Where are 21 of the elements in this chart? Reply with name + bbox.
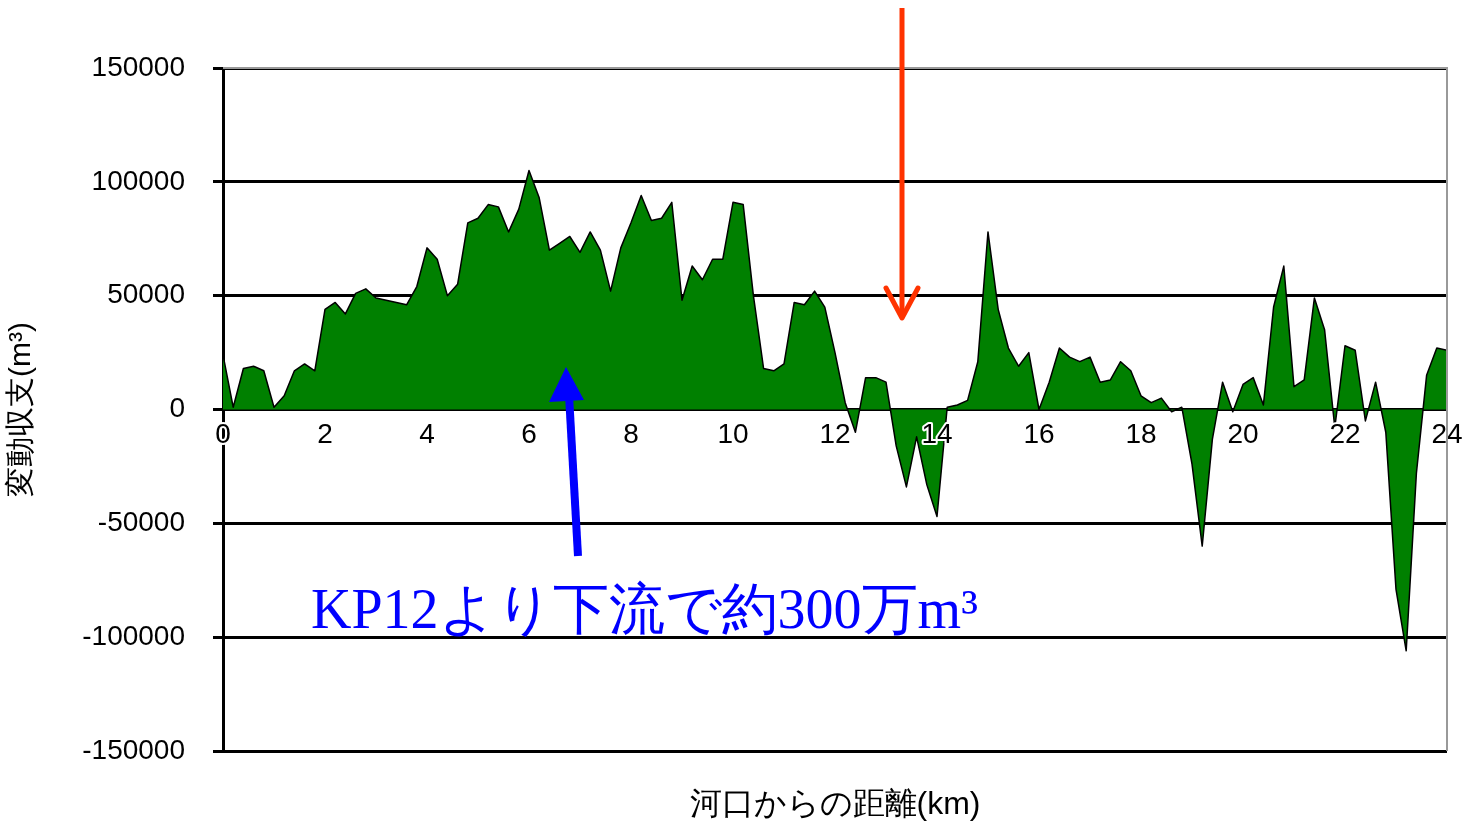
- y-tick-label: -150000: [82, 733, 185, 765]
- x-tick-label: 18: [1125, 418, 1157, 450]
- y-tick-label: 150000: [91, 50, 185, 82]
- x-tick-label: 2: [317, 418, 333, 450]
- y-tick-label: 100000: [91, 164, 185, 196]
- y-tick-label: 0: [169, 392, 185, 424]
- y-tick-label: 50000: [107, 278, 185, 310]
- y-tick-label: -100000: [82, 619, 185, 651]
- x-tick-label: 8: [623, 418, 639, 450]
- x-tick-label: 24: [1431, 418, 1463, 450]
- x-axis-title: 河口からの距離(km): [688, 784, 982, 823]
- y-axis-title: 変動収支(m³): [3, 322, 37, 497]
- x-tick-label: 4: [419, 418, 435, 450]
- x-tick-label: 10: [717, 418, 749, 450]
- x-tick-label: 6: [521, 418, 537, 450]
- x-tick-label: 16: [1023, 418, 1055, 450]
- x-tick-label: 22: [1329, 418, 1361, 450]
- x-tick-label: 12: [819, 418, 851, 450]
- x-tick-label: 20: [1227, 418, 1259, 450]
- y-tick-label: -50000: [97, 506, 185, 538]
- annotation: KP12より下流で約300万m³: [311, 577, 978, 642]
